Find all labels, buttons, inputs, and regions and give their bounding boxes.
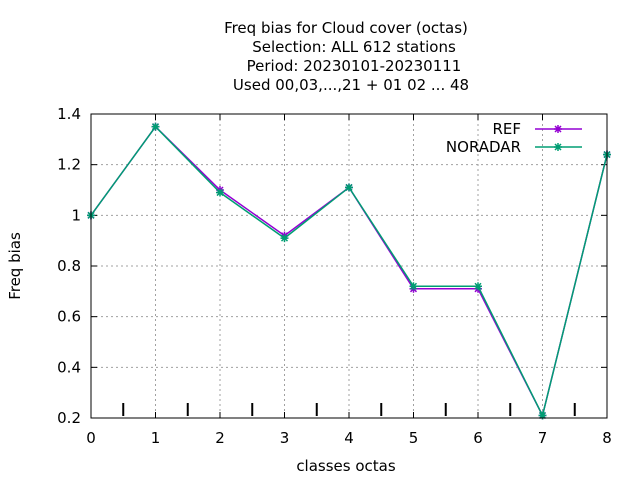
y-tick-label: 0.4 xyxy=(57,358,81,376)
series-lines xyxy=(87,122,611,420)
x-tick-label: 5 xyxy=(409,429,419,447)
x-tick-label: 3 xyxy=(280,429,290,447)
title-line-2: Selection: ALL 612 stations xyxy=(252,38,456,56)
x-tick-label: 2 xyxy=(215,429,225,447)
title-line-3: Period: 20230101-20230111 xyxy=(247,57,462,75)
x-tick-label: 6 xyxy=(473,429,483,447)
data-point-noradar xyxy=(474,282,482,291)
data-point-noradar xyxy=(280,234,289,243)
legend-marker-noradar xyxy=(554,143,562,151)
grid-lines xyxy=(90,113,608,419)
title-line-1: Freq bias for Cloud cover (octas) xyxy=(224,19,468,37)
data-point-noradar xyxy=(345,183,353,192)
data-point-noradar xyxy=(216,188,224,197)
tick-labels: 0.2 0.4 0.6 0.8 1 1.2 1.4 0 1 2 3 4 5 6 7 8 xyxy=(57,105,612,447)
y-tick-label: 0.6 xyxy=(57,308,81,326)
x-tick-label: 0 xyxy=(86,429,96,447)
x-tick-label: 7 xyxy=(538,429,548,447)
y-axis-label: Freq bias xyxy=(6,232,24,300)
x-axis-label: classes octas xyxy=(296,457,396,475)
legend-marker-ref xyxy=(554,125,562,133)
x-tick-label: 4 xyxy=(344,429,354,447)
y-tick-label: 0.2 xyxy=(57,409,81,427)
y-tick-label: 0.8 xyxy=(57,257,81,275)
minor-x-ticks xyxy=(122,403,576,416)
data-point-noradar xyxy=(151,122,160,131)
x-tick-label: 8 xyxy=(602,429,612,447)
x-tick-label: 1 xyxy=(151,429,161,447)
data-point-noradar xyxy=(409,282,418,291)
y-tick-label: 1 xyxy=(71,206,81,224)
y-tick-label: 1.2 xyxy=(57,156,81,174)
plot-area-frame xyxy=(90,113,608,419)
chart-title: Freq bias for Cloud cover (octas) Select… xyxy=(224,19,469,94)
y-tick-label: 1.4 xyxy=(57,105,81,123)
legend-label-ref: REF xyxy=(492,120,521,138)
title-line-4: Used 00,03,...,21 + 01 02 ... 48 xyxy=(233,76,469,94)
legend-label-noradar: NORADAR xyxy=(446,138,521,156)
